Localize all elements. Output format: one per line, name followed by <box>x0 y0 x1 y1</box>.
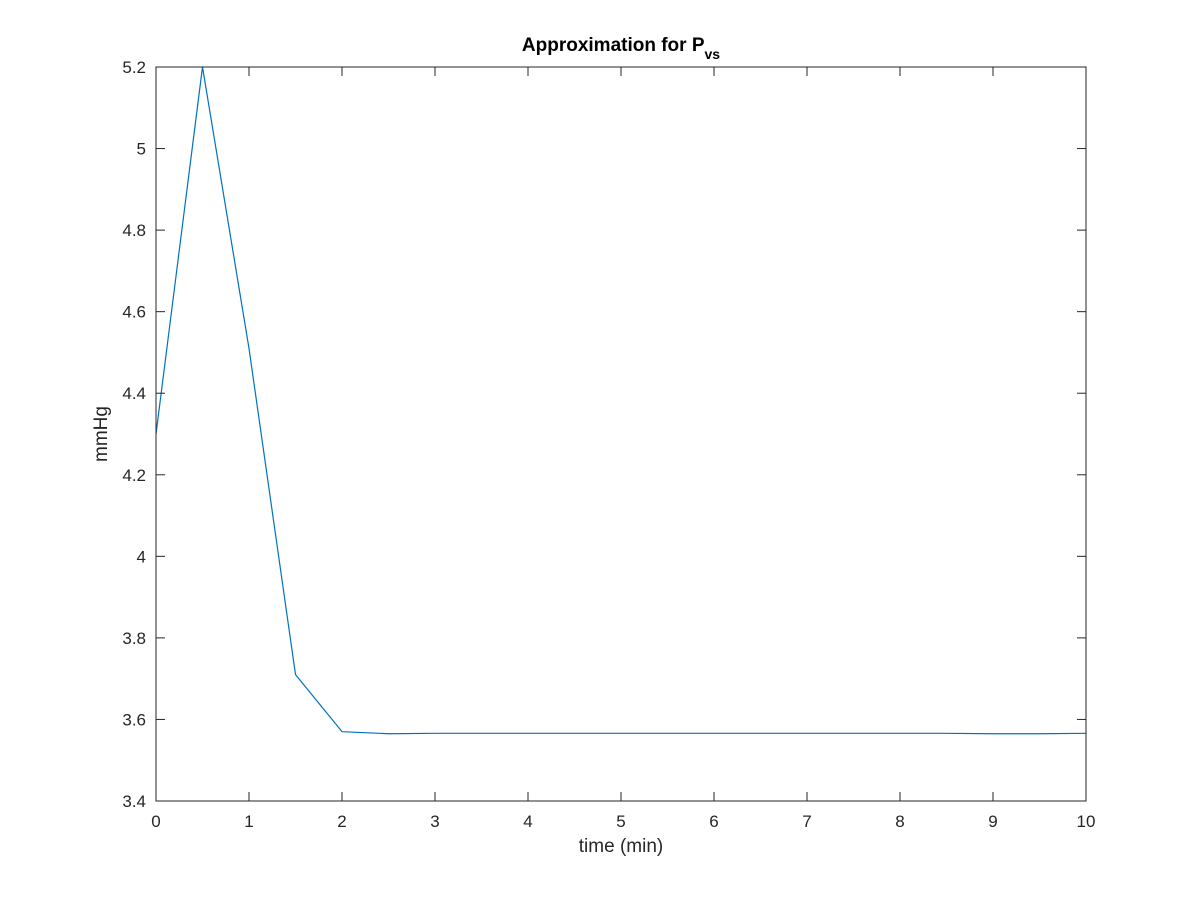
chart-title-subscript: vs <box>705 46 721 62</box>
y-tick-label: 4.6 <box>122 303 146 322</box>
y-tick-label: 4.8 <box>122 221 146 240</box>
chart-title-main: Approximation for P <box>522 35 705 56</box>
x-tick-label: 9 <box>988 812 997 831</box>
y-tick-label: 4.2 <box>122 466 146 485</box>
x-tick-label: 6 <box>709 812 718 831</box>
series-line <box>155 66 1087 735</box>
x-tick-label: 4 <box>523 812 532 831</box>
x-axis-label: time (min) <box>579 836 663 857</box>
y-tick-label: 4.4 <box>122 384 146 403</box>
y-tick-label: 3.8 <box>122 629 146 648</box>
data-layer <box>155 66 1087 735</box>
y-tick-label: 3.6 <box>122 710 146 729</box>
x-tick-label: 5 <box>616 812 625 831</box>
x-tick-label: 3 <box>430 812 439 831</box>
x-tick-label: 0 <box>151 812 160 831</box>
chart-title: Approximation for Pvs <box>522 35 720 62</box>
y-axis-label: mmHg <box>91 406 112 462</box>
tick-layer: 0 1 2 3 4 5 6 7 8 9 10 3.4 3.6 3.8 4 4.2 4.4 4.6 4.8 5 5.2 <box>122 58 1095 831</box>
x-tick-label: 8 <box>895 812 904 831</box>
y-tick-label: 4 <box>137 547 146 566</box>
y-tick-label: 5.2 <box>122 58 146 77</box>
y-tick-label: 5 <box>137 140 146 159</box>
x-tick-label: 1 <box>244 812 253 831</box>
x-tick-label: 10 <box>1077 812 1096 831</box>
axes-box <box>155 66 1087 802</box>
plot-area <box>156 67 1086 801</box>
y-tick-label: 3.4 <box>122 792 146 811</box>
x-tick-label: 2 <box>337 812 346 831</box>
x-tick-label: 7 <box>802 812 811 831</box>
